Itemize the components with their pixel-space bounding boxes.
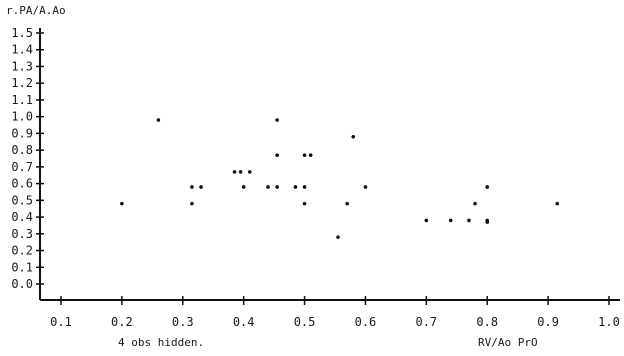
data-point — [473, 201, 477, 206]
data-point — [302, 201, 307, 206]
y-tick-label: 0.1 — [11, 260, 33, 274]
data-point — [199, 185, 203, 189]
y-tick-label: 1.4 — [11, 43, 33, 57]
data-point — [266, 185, 270, 189]
data-point — [448, 218, 453, 223]
data-point — [190, 201, 194, 206]
x-tick-label: 0.9 — [537, 315, 559, 329]
x-tick-label: 1.0 — [598, 315, 620, 329]
data-point — [232, 170, 237, 174]
data-point — [345, 201, 349, 206]
y-tick-label: 0.9 — [11, 126, 33, 140]
data-point — [308, 153, 313, 157]
y-tick-label: 1.1 — [11, 93, 33, 107]
data-point — [485, 220, 490, 224]
x-tick-label: 0.8 — [476, 315, 498, 329]
y-tick-label: 1.3 — [11, 59, 33, 73]
data-point — [293, 185, 298, 189]
data-point — [302, 153, 307, 157]
y-tick-label: 0.8 — [11, 143, 33, 157]
data-point — [555, 201, 560, 206]
x-axis: 0.1 0.2 0.3 0.4 0.5 0.6 0.7 0.8 0.9 1.0 — [40, 296, 620, 329]
x-tick-label: 0.2 — [111, 315, 133, 329]
y-tick-label: 0.2 — [11, 244, 33, 258]
data-point — [190, 185, 194, 189]
data-point — [275, 118, 279, 122]
x-tick-label: 0.3 — [172, 315, 194, 329]
x-tick-label: 0.7 — [415, 315, 437, 329]
data-point — [485, 185, 490, 189]
data-point — [275, 153, 279, 157]
y-tick-label: 1.5 — [11, 26, 33, 40]
y-tick-label: 0.6 — [11, 177, 33, 191]
data-point — [336, 235, 340, 239]
data-points — [120, 118, 560, 239]
data-point — [241, 185, 246, 189]
data-point — [363, 185, 368, 189]
x-tick-label: 0.5 — [294, 315, 316, 329]
data-point — [275, 185, 279, 189]
data-point — [247, 170, 252, 174]
y-tick-label: 0.7 — [11, 160, 33, 174]
y-tick-label: 0.3 — [11, 227, 33, 241]
data-point — [351, 134, 356, 139]
y-tick-label: 0.4 — [11, 210, 33, 224]
y-tick-label: 0.5 — [11, 193, 33, 207]
hidden-obs-annotation: 4 obs hidden. — [118, 336, 204, 349]
y-axis: 0.0 0.1 0.2 0.3 0.4 0.5 0.6 0.7 0.8 0.9 1.0 1.1 1.2 1… — [11, 26, 44, 300]
data-point — [238, 170, 243, 174]
y-tick-label: 1.0 — [11, 110, 33, 124]
data-point — [302, 185, 307, 189]
y-axis-label: r.PA/A.Ao — [6, 4, 66, 17]
data-point — [120, 201, 124, 206]
data-point — [467, 218, 471, 223]
y-tick-label: 0.0 — [11, 277, 33, 291]
data-point — [156, 118, 161, 122]
x-axis-label: RV/Ao PrO — [478, 336, 538, 349]
data-point — [424, 218, 429, 223]
y-tick-label: 1.2 — [11, 76, 33, 90]
x-tick-label: 0.1 — [50, 315, 72, 329]
x-tick-label: 0.4 — [233, 315, 255, 329]
x-tick-label: 0.6 — [355, 315, 377, 329]
